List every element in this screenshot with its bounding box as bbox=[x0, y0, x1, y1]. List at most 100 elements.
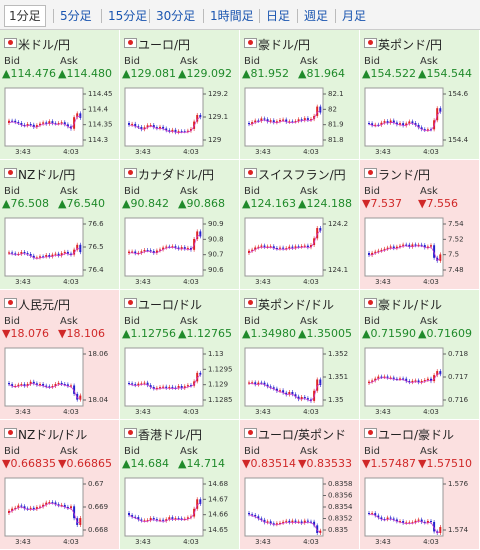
pair-name[interactable]: 英ポンド/円 bbox=[378, 38, 443, 52]
pair-name[interactable]: ユーロ/円 bbox=[138, 38, 191, 52]
decoration-candle bbox=[39, 123, 41, 126]
tab[interactable]: 1分足 bbox=[4, 5, 46, 27]
decoration-candle bbox=[134, 123, 137, 127]
pair-name[interactable]: 豪ドル/ドル bbox=[378, 298, 443, 312]
ask-price: ▲114.480 bbox=[58, 67, 112, 80]
mini-chart[interactable]: 154.6 154.4 3:43 4:03 bbox=[363, 84, 477, 156]
decoration-candle bbox=[383, 121, 386, 123]
decoration-candle bbox=[26, 253, 29, 255]
tab-separator bbox=[297, 9, 298, 23]
decoration-candle bbox=[174, 246, 177, 248]
pair-name[interactable]: ランド/円 bbox=[378, 168, 431, 182]
pair-name[interactable]: 人民元/円 bbox=[18, 298, 71, 312]
tab[interactable]: 15分足 bbox=[108, 9, 148, 23]
decoration-candle bbox=[57, 253, 60, 256]
rate-cell[interactable]: 人民元/円 Bid Ask ▼18.076 ▼18.106 18.06 18.04 3:43 4… bbox=[0, 290, 120, 420]
flag-mark bbox=[248, 430, 253, 435]
rate-cell[interactable]: 香港ドル/円 Bid Ask ▲14.684 ▲14.714 14.68 14.67 14.6… bbox=[120, 420, 240, 550]
decoration-candle bbox=[263, 519, 266, 523]
mini-chart[interactable]: 1.13 1.1295 1.129 1.1285 3:43 4:03 bbox=[123, 344, 237, 416]
rate-cell[interactable]: NZドル/円 Bid Ask ▲76.508 ▲76.540 76.6 76.5 76.4 3:… bbox=[0, 160, 120, 290]
decoration-candle bbox=[310, 119, 312, 121]
chart-frame bbox=[124, 87, 204, 147]
decoration-candle bbox=[297, 521, 300, 523]
y-tick-label: 154.4 bbox=[448, 136, 469, 144]
mini-chart[interactable]: 18.06 18.04 3:43 4:03 bbox=[3, 344, 117, 416]
mini-chart[interactable]: 1.352 1.351 1.35 3:43 4:03 bbox=[243, 344, 357, 416]
mini-chart[interactable]: 124.2 124.1 3:43 4:03 bbox=[243, 214, 357, 286]
mini-chart[interactable]: 90.9 90.8 90.7 90.6 3:43 4:03 bbox=[123, 214, 237, 286]
tab[interactable]: 5分足 bbox=[60, 9, 92, 23]
mini-chart[interactable]: 82.1 82 81.9 81.8 3:43 4:03 bbox=[243, 84, 357, 156]
tab[interactable]: 日足 bbox=[266, 9, 291, 23]
mini-chart[interactable]: 14.68 14.67 14.66 14.65 3:43 4:03 bbox=[123, 474, 237, 546]
pair-name[interactable]: NZドル/円 bbox=[18, 168, 76, 182]
bid-label: Bid bbox=[124, 316, 140, 327]
decoration-candle bbox=[20, 122, 23, 125]
pair-name[interactable]: ユーロ/英ポンド bbox=[258, 428, 347, 442]
decoration-candle bbox=[316, 106, 319, 116]
tab[interactable]: 週足 bbox=[304, 9, 329, 23]
decoration-candle bbox=[282, 247, 285, 249]
rate-cell[interactable]: カナダドル/円 Bid Ask ▲90.842 ▲90.868 90.9 90.8 90.7 9… bbox=[120, 160, 240, 290]
decoration-candle bbox=[405, 522, 408, 524]
pair-name[interactable]: 英ポンド/ドル bbox=[258, 298, 335, 312]
tab[interactable]: 30分足 bbox=[156, 9, 196, 23]
pair-name[interactable]: 香港ドル/円 bbox=[138, 428, 203, 442]
rate-cell[interactable]: スイスフラン/円 Bid Ask ▲124.163 ▲124.188 124.2 124.1… bbox=[240, 160, 360, 290]
mini-chart[interactable]: 0.8358 0.8356 0.8354 0.8352 0.835 3:43 4:03 bbox=[243, 474, 357, 546]
bid-price: ▼18.076 bbox=[2, 327, 49, 340]
decoration-candle bbox=[66, 384, 69, 386]
pair-name[interactable]: ユーロ/ドル bbox=[138, 298, 203, 312]
decoration-candle bbox=[272, 120, 275, 123]
mini-chart[interactable]: 129.2 129.1 129 3:43 4:03 bbox=[123, 84, 237, 156]
decoration-candle bbox=[436, 531, 439, 533]
tab[interactable]: 月足 bbox=[342, 9, 367, 23]
decoration-candle bbox=[386, 517, 389, 520]
pair-name[interactable]: スイスフラン/円 bbox=[258, 168, 346, 182]
x-time-label: 3:43 bbox=[255, 538, 271, 546]
rate-cell[interactable]: ユーロ/英ポンド Bid Ask ▼0.83514 ▼0.83533 0.8358 0.83… bbox=[240, 420, 360, 550]
decoration-candle bbox=[426, 378, 429, 381]
rate-cell[interactable]: ユーロ/ドル Bid Ask ▲1.12756 ▲1.12765 1.13 1.1295 1.… bbox=[120, 290, 240, 420]
rate-cell[interactable]: 英ポンド/ドル Bid Ask ▲1.34980 ▲1.35005 1.352 1.351 1… bbox=[240, 290, 360, 420]
tab[interactable]: 1時間足 bbox=[210, 9, 254, 23]
mini-chart[interactable]: 0.718 0.717 0.716 3:43 4:03 bbox=[363, 344, 477, 416]
pair-name[interactable]: ユーロ/豪ドル bbox=[378, 428, 455, 442]
decoration-candle bbox=[420, 519, 423, 522]
mini-chart[interactable]: 1.576 1.574 3:43 4:03 bbox=[363, 474, 477, 546]
rate-cell[interactable]: 豪ドル/円 Bid Ask ▲81.952 ▲81.964 82.1 82 81.9 81.8 3… bbox=[240, 30, 360, 160]
ask-price: ▲129.092 bbox=[178, 67, 232, 80]
mini-chart[interactable]: 76.6 76.5 76.4 3:43 4:03 bbox=[3, 214, 117, 286]
decoration-candle bbox=[374, 513, 377, 516]
rate-cell[interactable]: ランド/円 Bid Ask ▼7.537 ▼7.556 7.54 7.52 7.5 7.48 3:… bbox=[360, 160, 480, 290]
flag-icon bbox=[244, 38, 257, 48]
x-time-label: 3:43 bbox=[255, 408, 271, 416]
x-time-label: 4:03 bbox=[423, 148, 439, 156]
rate-cell[interactable]: 豪ドル/ドル Bid Ask ▲0.71590 ▲0.71609 0.718 0.717 0.… bbox=[360, 290, 480, 420]
ask-price: ▲76.540 bbox=[58, 197, 105, 210]
rate-cell[interactable]: NZドル/ドル Bid Ask ▼0.66835 ▼0.66865 0.67 0.669 0.… bbox=[0, 420, 120, 550]
decoration-candle bbox=[279, 522, 281, 524]
pair-name[interactable]: 米ドル/円 bbox=[18, 38, 71, 52]
decoration-candle bbox=[146, 520, 149, 522]
rate-cell[interactable]: 米ドル/円 Bid Ask ▲114.476 ▲114.480 114.45 114.4 11… bbox=[0, 30, 120, 160]
y-tick-label: 76.5 bbox=[88, 243, 104, 251]
bid-price: ▲154.522 bbox=[362, 67, 416, 80]
decoration-candle bbox=[8, 252, 10, 254]
decoration-candle bbox=[383, 519, 386, 521]
pair-name[interactable]: カナダドル/円 bbox=[138, 168, 215, 182]
pair-name[interactable]: NZドル/ドル bbox=[18, 428, 88, 442]
decoration-candle bbox=[193, 381, 196, 386]
rate-cell[interactable]: ユーロ/豪ドル Bid Ask ▼1.57487 ▼1.57510 1.576 1.574 3… bbox=[360, 420, 480, 550]
bid-price: ▼7.537 bbox=[362, 197, 402, 210]
rate-cell[interactable]: ユーロ/円 Bid Ask ▲129.081 ▲129.092 129.2 129.1 129… bbox=[120, 30, 240, 160]
decoration-candle bbox=[294, 520, 297, 522]
mini-chart[interactable]: 7.54 7.52 7.5 7.48 3:43 4:03 bbox=[363, 214, 477, 286]
decoration-candle bbox=[297, 119, 300, 122]
mini-chart[interactable]: 0.67 0.669 0.668 3:43 4:03 bbox=[3, 474, 117, 546]
pair-name[interactable]: 豪ドル/円 bbox=[258, 38, 311, 52]
mini-chart[interactable]: 114.45 114.4 114.35 114.3 3:43 4:03 bbox=[3, 84, 117, 156]
rate-cell[interactable]: 英ポンド/円 Bid Ask ▲154.522 ▲154.544 154.6 154.4 3:… bbox=[360, 30, 480, 160]
bid-label: Bid bbox=[4, 186, 20, 197]
